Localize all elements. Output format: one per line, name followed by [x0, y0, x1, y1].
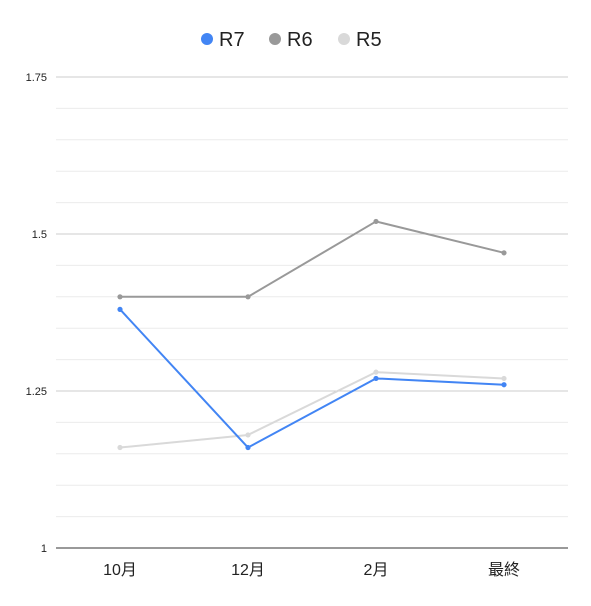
- data-point: [501, 250, 507, 256]
- series-r5: [117, 369, 507, 451]
- data-point: [501, 375, 507, 382]
- data-point: [117, 306, 123, 312]
- data-point: [373, 375, 379, 382]
- data-point: [501, 382, 507, 388]
- x-axis-ticks: 10月 12月 2月 最終: [103, 561, 520, 579]
- x-tick-label: 12月: [231, 562, 265, 579]
- y-tick-label: 1.5: [32, 229, 47, 241]
- legend-marker-r5: [338, 33, 350, 45]
- legend-label-r5: R5: [356, 29, 382, 51]
- data-point: [245, 444, 251, 451]
- gridlines: [56, 76, 568, 549]
- series-line-r7: [119, 308, 505, 449]
- x-tick-label: 10月: [103, 562, 137, 579]
- y-tick-label: 1.75: [26, 72, 47, 84]
- series-r7: [117, 306, 507, 451]
- x-tick-label: 最終: [488, 561, 520, 579]
- y-tick-label: 1: [41, 543, 47, 555]
- series-line-r5: [119, 371, 505, 449]
- data-point: [373, 218, 379, 225]
- y-axis-ticks: 1 1.25 1.5 1.75: [26, 72, 47, 555]
- legend-label-r7: R7: [219, 29, 245, 51]
- data-point: [245, 294, 251, 300]
- legend-marker-r7: [201, 33, 213, 45]
- series-r6: [117, 218, 507, 300]
- series-line-r6: [120, 220, 505, 298]
- y-tick-label: 1.25: [26, 386, 47, 398]
- series-lines: [117, 218, 507, 451]
- data-point: [245, 432, 251, 438]
- legend: R7 R6 R5: [201, 29, 382, 51]
- x-tick-label: 2月: [364, 562, 389, 579]
- legend-label-r6: R6: [287, 29, 313, 51]
- legend-marker-r6: [269, 33, 281, 45]
- data-point: [373, 369, 379, 375]
- data-point: [117, 294, 123, 300]
- data-point: [117, 444, 123, 451]
